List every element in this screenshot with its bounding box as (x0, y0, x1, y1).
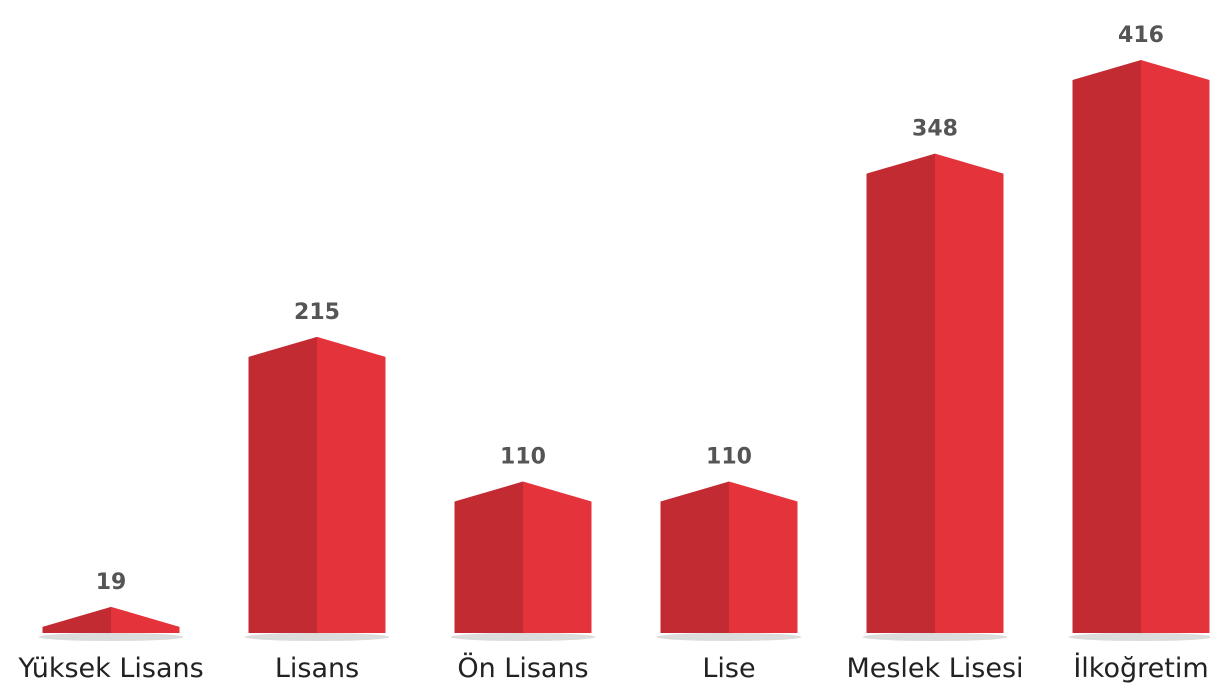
bar-left-face (1072, 60, 1141, 633)
value-label: 19 (96, 570, 127, 595)
bar-right-face (523, 481, 592, 633)
bar-right-face (111, 606, 180, 633)
bar (244, 336, 390, 641)
value-label: 348 (912, 117, 958, 142)
value-label: 416 (1118, 23, 1164, 48)
bar (656, 481, 802, 641)
x-tick-label: Lise (702, 653, 755, 684)
bar-shadow (656, 633, 802, 641)
bar-left-face (660, 481, 729, 633)
x-tick-label: Lisans (275, 653, 359, 684)
bar-left-face (248, 336, 317, 633)
x-tick-label: İlkoğretim (1073, 652, 1208, 684)
bar-left-face (866, 153, 935, 634)
bar-left-face (42, 606, 111, 633)
bar (1068, 60, 1210, 641)
bar-right-face (729, 481, 798, 633)
bar-shadow (244, 633, 390, 641)
bar-shadow (1068, 633, 1210, 641)
bar-right-face (935, 153, 1004, 634)
value-label: 110 (706, 444, 752, 469)
bar-shadow (862, 633, 1008, 641)
bar-shadow (450, 633, 596, 641)
value-label: 110 (500, 444, 546, 469)
bar-left-face (454, 481, 523, 633)
bar-right-face (317, 336, 386, 633)
bar (38, 606, 184, 641)
value-label: 215 (294, 300, 340, 325)
x-tick-label: Yüksek Lisans (17, 653, 203, 684)
bar-shadow (38, 633, 184, 641)
bar-right-face (1141, 60, 1210, 633)
bar (862, 153, 1008, 641)
x-tick-label: Ön Lisans (457, 652, 588, 684)
bar (450, 481, 596, 641)
x-tick-label: Meslek Lisesi (846, 653, 1023, 684)
